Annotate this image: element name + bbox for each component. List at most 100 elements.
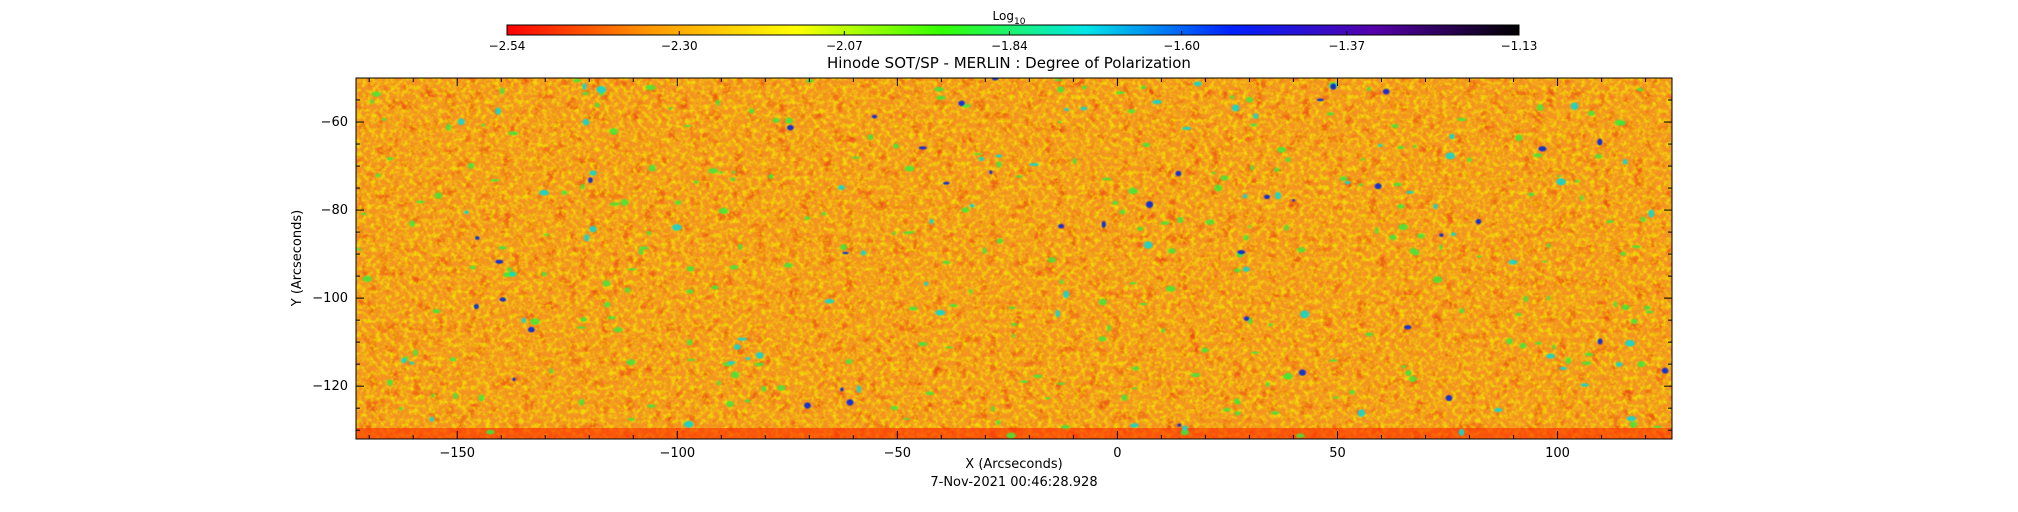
polarization-feature — [1128, 187, 1138, 195]
polarization-feature — [1389, 234, 1397, 241]
polarization-feature — [1597, 138, 1603, 146]
polarization-feature — [730, 264, 739, 270]
polarization-feature — [1459, 308, 1465, 314]
polarization-feature — [543, 233, 550, 236]
polarization-feature — [490, 179, 500, 182]
polarization-feature — [1574, 179, 1580, 183]
polarization-feature — [499, 87, 505, 95]
polarization-feature — [1535, 341, 1542, 345]
polarization-feature — [1045, 396, 1050, 400]
polarization-feature — [783, 262, 793, 268]
polarization-feature — [1142, 142, 1151, 148]
polarization-feature — [1140, 85, 1147, 90]
polarization-feature — [1101, 221, 1106, 228]
polarization-feature — [1519, 342, 1527, 349]
polarization-feature — [1330, 83, 1337, 90]
polarization-feature — [1358, 183, 1363, 187]
polarization-feature — [620, 199, 629, 206]
polarization-feature — [1316, 98, 1324, 102]
polarization-feature — [867, 134, 874, 140]
polarization-feature — [719, 170, 723, 174]
polarization-feature — [871, 114, 877, 119]
polarization-feature — [1237, 250, 1246, 255]
polarization-feature — [1234, 268, 1241, 273]
polarization-feature — [1177, 423, 1182, 427]
polarization-feature — [626, 359, 636, 366]
polarization-feature — [1098, 298, 1107, 306]
polarization-feature — [1058, 223, 1065, 229]
polarization-feature — [1382, 88, 1390, 95]
polarization-feature — [1010, 322, 1018, 326]
polarization-feature — [1145, 201, 1154, 209]
polarization-feature — [1450, 232, 1457, 237]
polarization-feature — [1640, 216, 1646, 223]
polarization-feature — [362, 275, 372, 282]
polarization-feature — [1360, 158, 1365, 161]
polarization-feature — [1614, 119, 1623, 126]
polarization-feature — [1243, 235, 1249, 241]
polarization-feature — [1432, 276, 1443, 283]
polarization-feature — [508, 131, 519, 136]
polarization-feature — [495, 107, 501, 115]
polarization-feature — [510, 271, 516, 277]
polarization-feature — [1160, 221, 1170, 225]
polarization-feature — [1433, 203, 1438, 210]
polarization-feature — [486, 429, 495, 435]
polarization-feature — [1413, 249, 1420, 256]
polarization-feature — [694, 180, 699, 185]
polarization-feature — [387, 379, 393, 386]
polarization-feature — [1167, 248, 1176, 254]
polarization-feature — [1223, 407, 1231, 412]
polarization-feature — [731, 371, 740, 379]
polarization-feature — [1283, 372, 1293, 380]
y-tick-label: −80 — [321, 203, 348, 218]
polarization-feature — [1242, 193, 1248, 199]
polarization-feature — [549, 368, 554, 374]
polarization-feature — [1365, 332, 1374, 337]
polarization-feature — [1397, 204, 1405, 209]
polarization-feature — [1277, 146, 1287, 153]
polarization-feature — [458, 118, 465, 126]
polarization-feature — [468, 162, 475, 169]
polarization-feature — [415, 200, 425, 204]
polarization-feature — [1332, 396, 1340, 399]
polarization-feature — [481, 123, 486, 127]
polarization-feature — [498, 245, 507, 250]
polarization-feature — [1456, 117, 1467, 122]
x-tick-label: 100 — [1545, 446, 1570, 461]
polarization-feature — [512, 377, 516, 381]
polarization-feature — [399, 407, 403, 411]
polarization-feature — [1565, 357, 1572, 365]
polarization-feature — [1556, 178, 1566, 186]
polarization-feature — [1515, 312, 1522, 317]
polarization-feature — [1130, 423, 1139, 428]
polarization-feature — [683, 420, 694, 428]
colorbar: Log10 −2.54 −2.30 −2.07 −1.84 −1.60 −1.37 −1.1… — [489, 9, 1538, 53]
polarization-feature — [768, 174, 774, 180]
polarization-feature — [1008, 306, 1016, 310]
polarization-feature — [409, 361, 415, 365]
polarization-feature — [602, 280, 611, 287]
polarization-feature — [1284, 224, 1289, 231]
polarization-feature — [627, 268, 638, 271]
polarization-feature — [754, 362, 764, 367]
polarization-feature — [1152, 99, 1162, 105]
polarization-feature — [1182, 425, 1188, 431]
polarization-feature — [1229, 95, 1235, 100]
polarization-feature — [674, 200, 682, 205]
polarization-feature — [1232, 104, 1240, 112]
polarization-feature — [686, 289, 694, 294]
polarization-feature — [1329, 359, 1338, 362]
polarization-feature — [1622, 158, 1628, 165]
polarization-feature — [755, 351, 764, 359]
polarization-feature — [1536, 104, 1544, 111]
polarization-feature — [1449, 133, 1455, 140]
polarization-feature — [687, 358, 696, 362]
polarization-feature — [1205, 219, 1215, 225]
polarization-feature — [1165, 285, 1176, 292]
polarization-feature — [1458, 428, 1465, 436]
polarization-feature — [1060, 425, 1070, 429]
polarization-feature — [1620, 251, 1626, 256]
polarization-feature — [845, 359, 853, 364]
polarization-feature — [1177, 216, 1184, 224]
